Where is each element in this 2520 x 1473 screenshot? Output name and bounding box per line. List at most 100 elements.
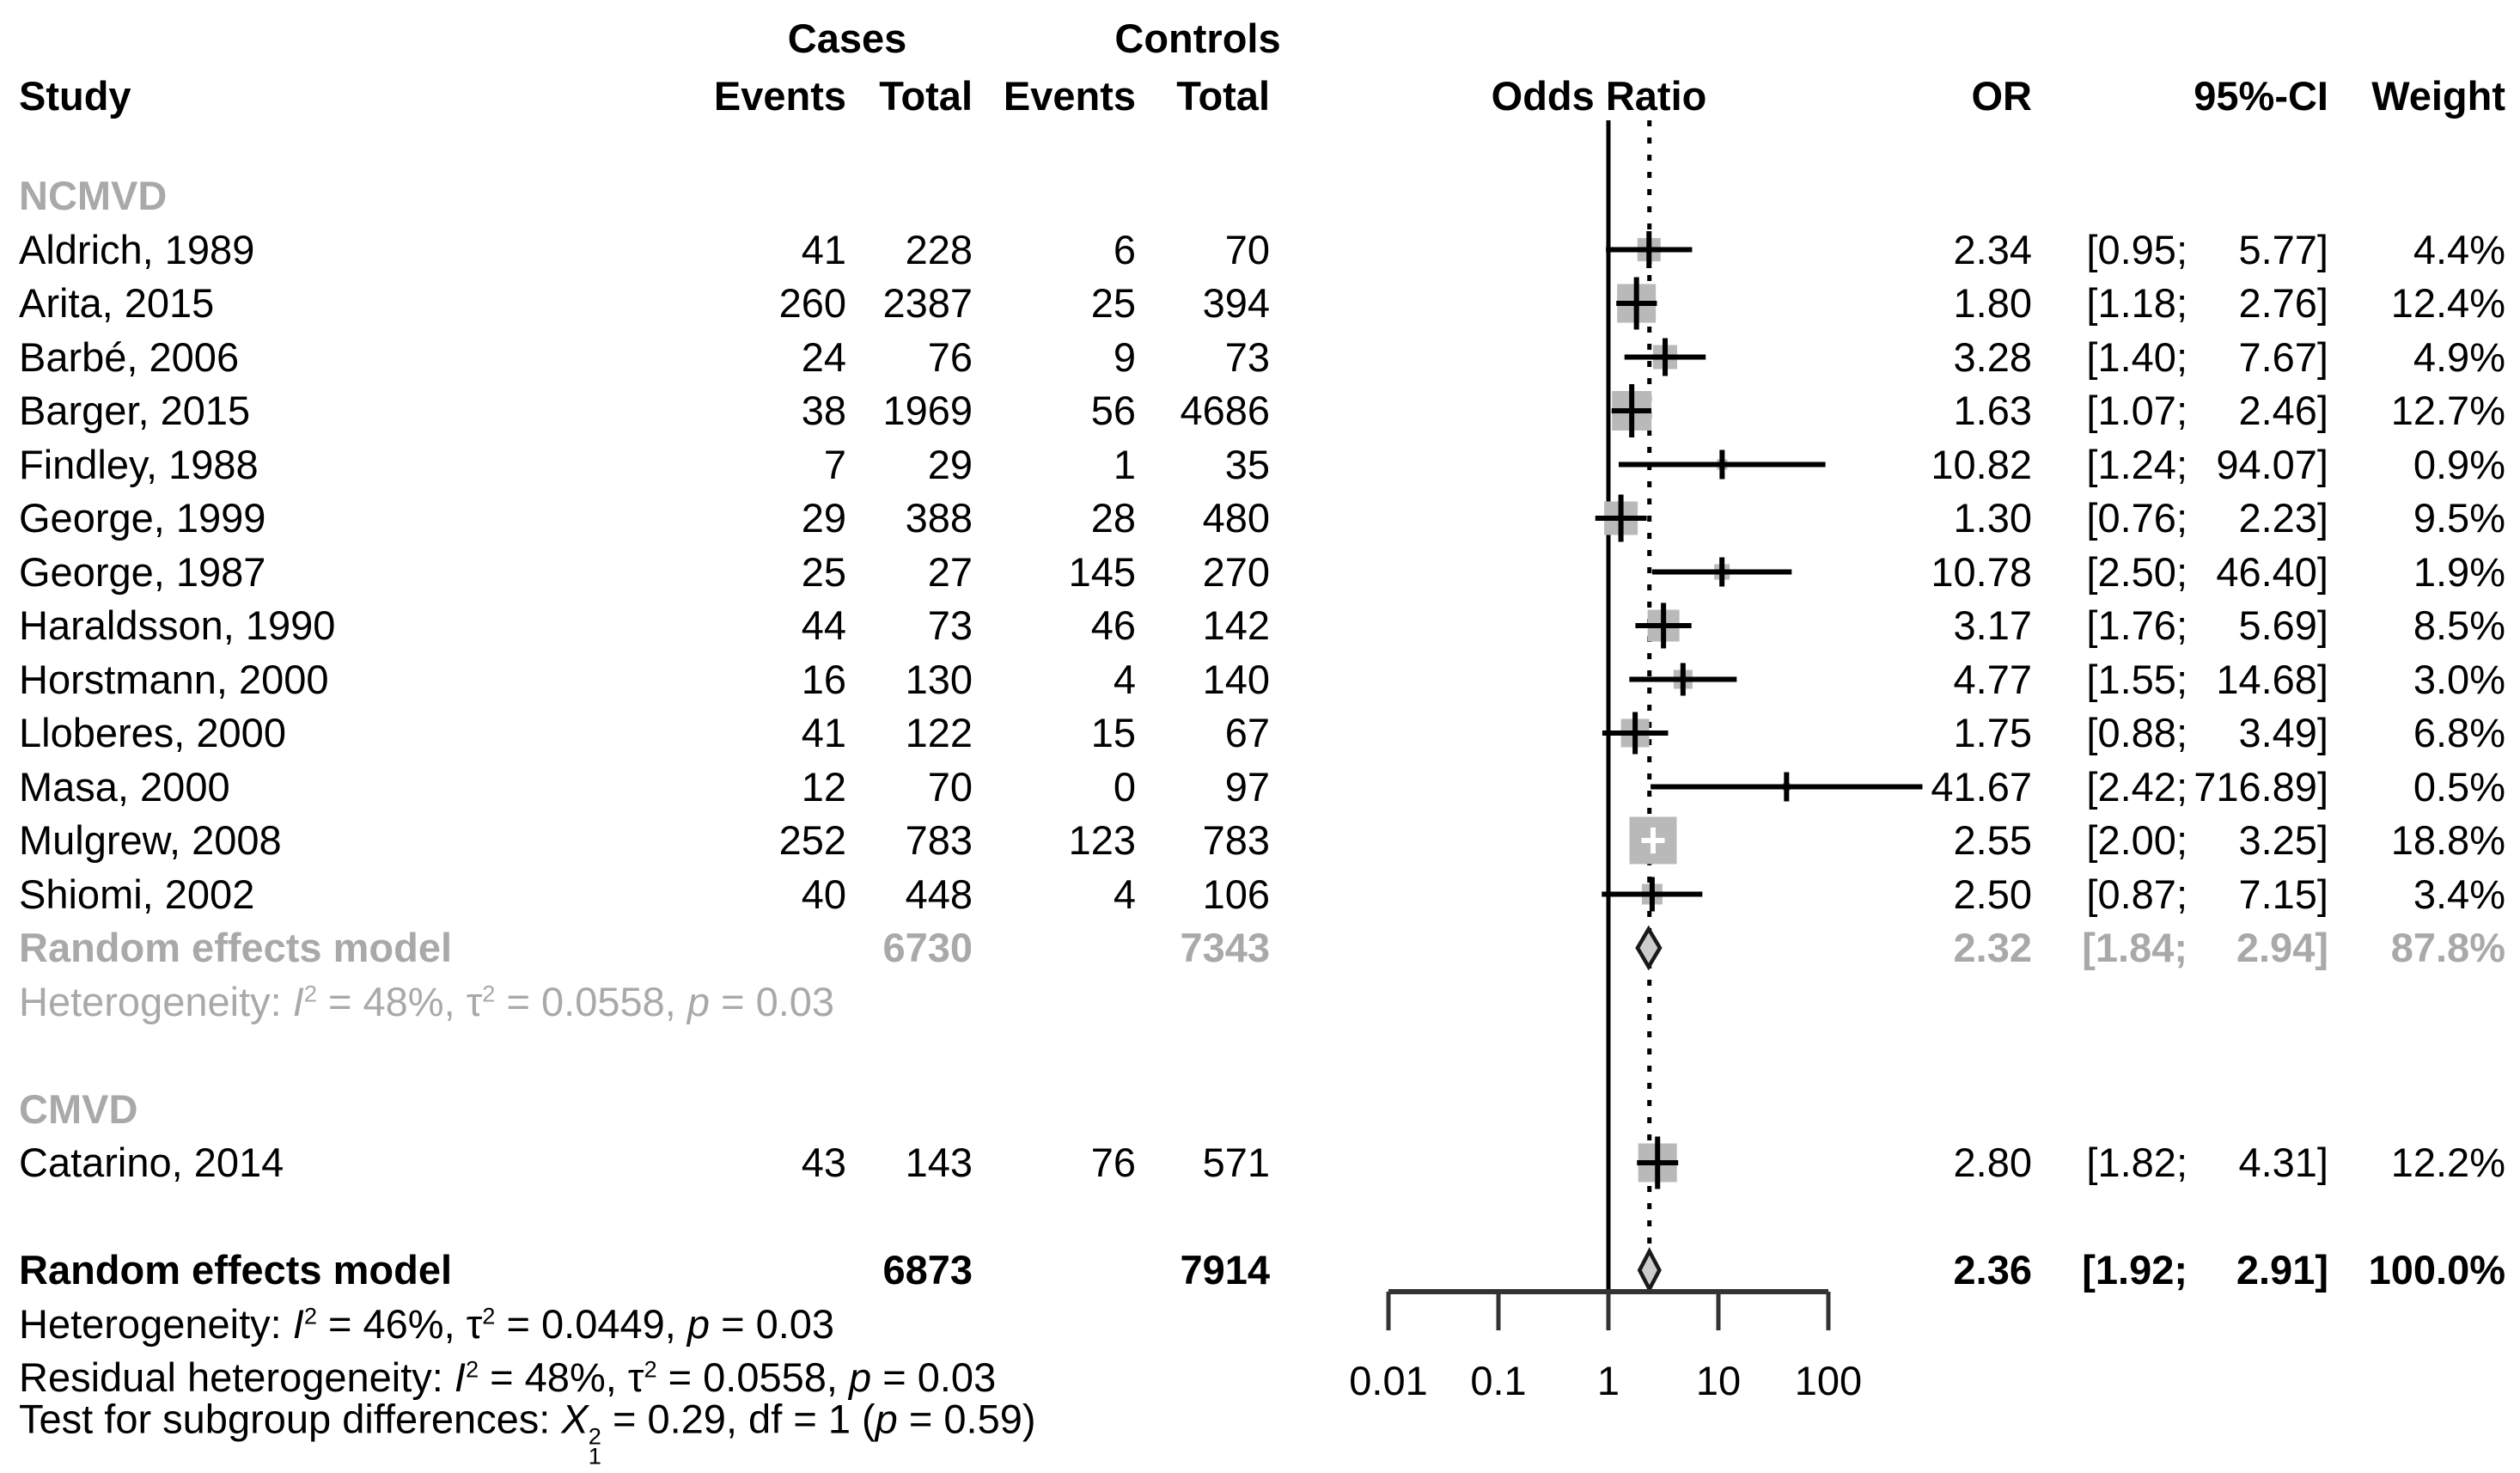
cases-events: 40 [801, 871, 846, 917]
cases-events: 43 [801, 1140, 846, 1186]
controls-events: 4 [1113, 656, 1136, 702]
x-axis-tick-label: 100 [1794, 1358, 1863, 1404]
weight-column-header: Weight [2371, 73, 2505, 119]
or-value: 1.30 [1953, 495, 2032, 541]
group-label: NCMVD [19, 173, 168, 219]
controls-group-header: Controls [1114, 15, 1281, 62]
cases-group-header: Cases [787, 15, 907, 62]
study-column-header: Study [19, 73, 131, 119]
footnote: Residual heterogeneity: I2 = 48%, τ2 = 0… [19, 1354, 997, 1401]
ci-high: 7.67] [2238, 333, 2328, 380]
controls-events: 145 [1068, 548, 1136, 595]
ci-high: 716.89] [2194, 763, 2328, 810]
cases-events-header: Events [713, 73, 846, 119]
weight-value: 1.9% [2413, 548, 2505, 595]
or-value: 10.78 [1931, 548, 2032, 595]
controls-events: 9 [1113, 333, 1136, 380]
controls-total: 97 [1224, 763, 1270, 810]
cases-events: 24 [801, 333, 846, 380]
ci-high: 2.76] [2238, 280, 2328, 327]
controls-total: 783 [1202, 817, 1270, 864]
cases-total: 76 [927, 333, 973, 380]
ci-high: 5.77] [2238, 226, 2328, 272]
study-name: Lloberes, 2000 [19, 710, 286, 756]
controls-total: 35 [1224, 441, 1270, 487]
study-name: Arita, 2015 [19, 280, 215, 327]
ci-low: [0.95; [2086, 226, 2187, 272]
or-column-header: OR [1971, 73, 2033, 119]
or-value: 1.75 [1953, 710, 2032, 756]
controls-total: 70 [1224, 226, 1270, 272]
cases-events: 41 [801, 710, 846, 756]
pooled-label: Random effects model [19, 925, 453, 971]
cases-total: 130 [905, 656, 973, 702]
controls-events: 56 [1090, 388, 1136, 434]
ci-low: [1.40; [2086, 333, 2187, 380]
study-name: George, 1999 [19, 495, 266, 541]
controls-total: 394 [1202, 280, 1270, 327]
group-label: CMVD [19, 1085, 138, 1132]
weight-value: 6.8% [2413, 710, 2505, 756]
controls-total: 480 [1202, 495, 1270, 541]
weight-value: 8.5% [2413, 602, 2505, 649]
weight-value: 100.0% [2368, 1247, 2505, 1293]
weight-value: 18.8% [2390, 817, 2505, 864]
controls-total: 7914 [1180, 1247, 1270, 1293]
cases-total: 6730 [882, 925, 973, 971]
or-value: 2.32 [1953, 925, 2032, 971]
controls-total: 140 [1202, 656, 1270, 702]
controls-events: 25 [1090, 280, 1136, 327]
or-value: 3.28 [1953, 333, 2032, 380]
weight-value: 87.8% [2390, 925, 2505, 971]
x-axis-tick-label: 1 [1596, 1358, 1620, 1404]
cases-total: 122 [905, 710, 973, 756]
weight-value: 4.9% [2413, 333, 2505, 380]
controls-total: 7343 [1180, 925, 1270, 971]
study-name: Masa, 2000 [19, 763, 230, 810]
study-name: Shiomi, 2002 [19, 871, 255, 917]
cases-events: 260 [778, 280, 846, 327]
controls-total: 67 [1224, 710, 1270, 756]
controls-total: 571 [1202, 1140, 1270, 1186]
ci-low: [1.07; [2086, 388, 2187, 434]
ci-high: 46.40] [2216, 548, 2328, 595]
cases-total: 1969 [882, 388, 973, 434]
controls-events: 0 [1113, 763, 1136, 810]
ci-low: [0.88; [2086, 710, 2187, 756]
heterogeneity-note: Heterogeneity: I2 = 48%, τ2 = 0.0558, p … [19, 978, 835, 1024]
ci-low: [0.87; [2086, 871, 2187, 917]
weight-value: 12.2% [2390, 1140, 2505, 1186]
subtotal-diamond [1635, 925, 1663, 971]
study-name: Horstmann, 2000 [19, 656, 329, 702]
or-value: 3.17 [1953, 602, 2032, 649]
x-axis-tick-label: 0.01 [1349, 1358, 1428, 1404]
ci-high: 5.69] [2238, 602, 2328, 649]
ci-high: 3.25] [2238, 817, 2328, 864]
pooled-label: Random effects model [19, 1247, 453, 1293]
cases-events: 44 [801, 602, 846, 649]
cases-events: 252 [778, 817, 846, 864]
study-name: Findley, 1988 [19, 441, 259, 487]
ci-column-header: 95%-CI [2194, 73, 2328, 119]
ci-high: 4.31] [2238, 1140, 2328, 1186]
or-value: 2.55 [1953, 817, 2032, 864]
cases-total: 6873 [882, 1247, 973, 1293]
or-value: 2.50 [1953, 871, 2032, 917]
controls-events: 46 [1090, 602, 1136, 649]
weight-value: 9.5% [2413, 495, 2505, 541]
controls-events: 6 [1113, 226, 1136, 272]
or-value: 2.80 [1953, 1140, 2032, 1186]
cases-events: 38 [801, 388, 846, 434]
ci-low: [1.82; [2086, 1140, 2187, 1186]
overall-diamond [1637, 1247, 1662, 1293]
study-name: Barger, 2015 [19, 388, 251, 434]
or-value: 1.63 [1953, 388, 2032, 434]
study-name: Haraldsson, 1990 [19, 602, 336, 649]
ci-low: [1.18; [2086, 280, 2187, 327]
cases-total: 73 [927, 602, 973, 649]
study-name: Aldrich, 1989 [19, 226, 255, 272]
odds-ratio-plot-header: Odds Ratio [1491, 73, 1707, 119]
ci-high: 94.07] [2216, 441, 2328, 487]
controls-total: 142 [1202, 602, 1270, 649]
controls-total: 73 [1224, 333, 1270, 380]
